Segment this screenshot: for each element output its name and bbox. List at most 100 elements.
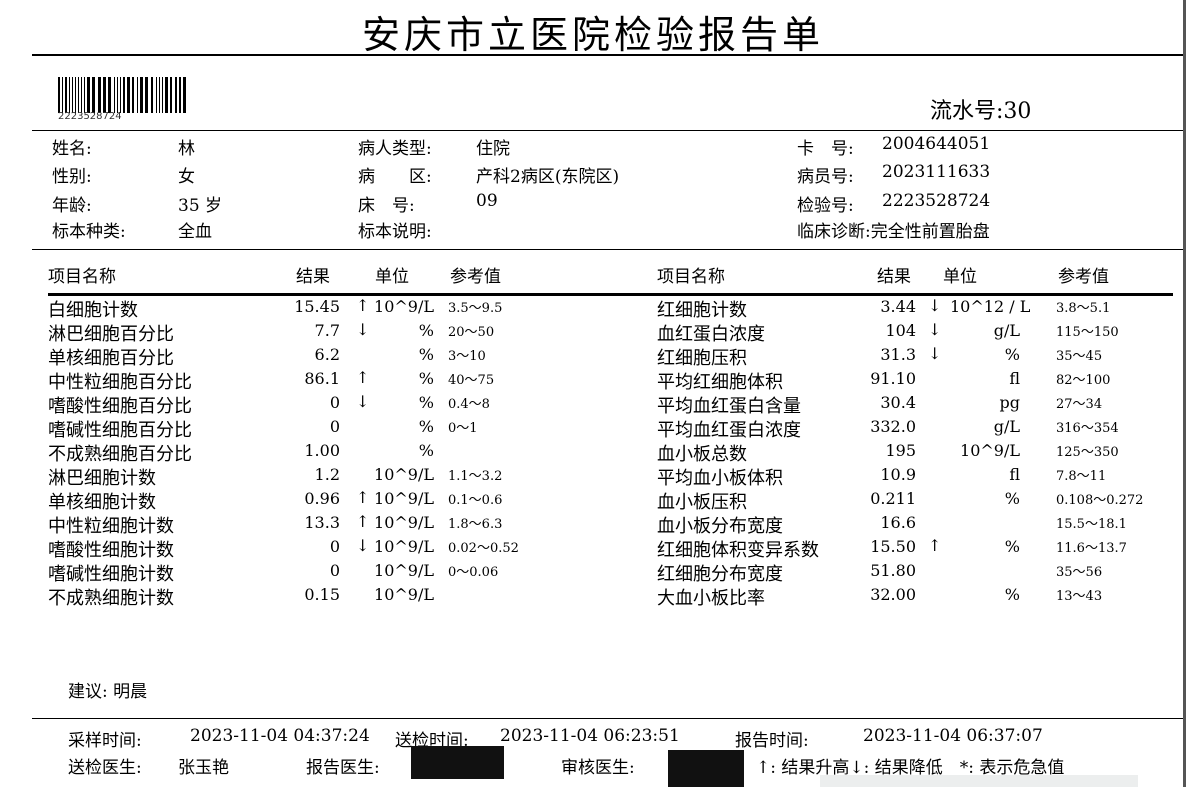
inpatient-label: 病员号: (797, 167, 854, 187)
send-time: 2023-11-04 06:23:51 (500, 726, 680, 746)
test-reference: 20～50 (448, 325, 495, 340)
barcode-number: 2223528724 (58, 111, 122, 122)
test-name: 红细胞分布宽度 (657, 564, 783, 585)
test-reference: 0～1 (448, 421, 478, 436)
barcode-bar (58, 77, 60, 113)
test-unit: fl (1009, 465, 1020, 484)
patient-type-value: 住院 (476, 139, 510, 159)
review-doctor-label: 审核医生: (561, 758, 635, 778)
ward-value: 产科2病区(东院区) (476, 167, 620, 187)
serial-value: 30 (1003, 99, 1032, 124)
test-result: 1.00 (304, 441, 340, 460)
test-name: 嗜碱性细胞百分比 (48, 420, 192, 441)
test-name: 中性粒细胞计数 (48, 516, 174, 537)
result-flag: ↓ (356, 320, 370, 339)
test-result: 32.00 (870, 585, 916, 604)
test-unit: 10^9/L (374, 513, 434, 532)
page-edge (1183, 0, 1186, 787)
test-reference: 7.8～11 (1056, 469, 1107, 484)
diagnosis-value: 完全性前置胎盘 (870, 222, 990, 242)
test-result: 13.3 (304, 513, 340, 532)
report-doctor-signature (411, 746, 504, 779)
test-result: 0 (329, 537, 340, 556)
name-label: 姓名: (52, 139, 92, 159)
test-reference: 1.8～6.3 (448, 517, 503, 532)
bed-label: 床 号: (358, 196, 415, 216)
report-time-label: 报告时间: (735, 731, 809, 751)
send-doctor-label: 送检医生: (68, 758, 142, 778)
result-flag: ↑ (356, 488, 370, 507)
test-result: 7.7 (314, 321, 340, 340)
test-reference: 13～43 (1056, 589, 1103, 604)
test-reference: 27～34 (1056, 397, 1103, 412)
header-unit: 单位 (943, 267, 977, 287)
test-name: 红细胞压积 (657, 348, 747, 369)
advice: 建议: 明晨 (68, 682, 148, 702)
test-unit: g/L (993, 321, 1020, 340)
serial-number: 流水号:30 (930, 93, 1031, 125)
test-reference: 316～354 (1056, 421, 1119, 436)
barcode-bar (170, 77, 172, 113)
test-result: 30.4 (880, 393, 916, 412)
test-name: 淋巴细胞计数 (48, 468, 156, 489)
test-reference: 1.1～3.2 (448, 469, 503, 484)
test-name: 嗜碱性细胞计数 (48, 564, 174, 585)
test-name: 平均血小板体积 (657, 468, 783, 489)
test-result: 15.50 (870, 537, 916, 556)
barcode-bar (114, 77, 115, 113)
test-result: 6.2 (314, 345, 340, 364)
test-reference: 0.02～0.52 (448, 541, 519, 556)
barcode-bar (127, 77, 130, 113)
test-result: 104 (885, 321, 916, 340)
test-unit: 10^9/L (960, 441, 1020, 460)
report-doctor-label: 报告医生: (306, 758, 380, 778)
test-result: 16.6 (880, 513, 916, 532)
result-flag: ↓ (356, 536, 370, 555)
barcode-bar (87, 77, 90, 113)
barcode-bar (98, 77, 101, 113)
result-flag: ↓ (356, 392, 370, 411)
serial-label: 流水号: (930, 99, 1004, 124)
barcode-bar (103, 77, 106, 113)
test-reference: 11.6～13.7 (1056, 541, 1127, 556)
test-reference: 3.5～9.5 (448, 301, 503, 316)
result-flag: ↑ (356, 296, 370, 315)
header-unit: 单位 (375, 267, 409, 287)
sex-label: 性别: (52, 167, 92, 187)
test-result: 1.2 (314, 465, 340, 484)
header-ref: 参考值 (1058, 267, 1109, 287)
barcode-bar (62, 77, 63, 113)
test-unit: % (1004, 537, 1020, 556)
test-unit: 10^9/L (374, 297, 434, 316)
test-name: 血红蛋白浓度 (657, 324, 765, 345)
barcode-bar (137, 77, 138, 113)
test-no-label: 检验号: (797, 196, 854, 216)
barcode-bar (162, 77, 163, 113)
test-result: 15.45 (294, 297, 340, 316)
test-name: 单核细胞百分比 (48, 348, 174, 369)
result-flag: ↓ (928, 320, 942, 339)
floating-toolbar[interactable] (820, 775, 1138, 787)
test-name: 平均血红蛋白浓度 (657, 420, 801, 441)
test-name: 淋巴细胞百分比 (48, 324, 174, 345)
test-reference: 15.5～18.1 (1056, 517, 1127, 532)
name-value: 林 (178, 139, 195, 159)
test-unit: 10^9/L (374, 537, 434, 556)
test-reference: 3.8～5.1 (1056, 301, 1111, 316)
result-flag: ↑ (928, 536, 942, 555)
test-reference: 115～150 (1056, 325, 1119, 340)
test-name: 单核细胞计数 (48, 492, 156, 513)
send-doctor: 张玉艳 (178, 758, 229, 778)
barcode-bar (159, 77, 160, 113)
sample-time: 2023-11-04 04:37:24 (190, 726, 370, 746)
test-result: 0.96 (304, 489, 340, 508)
barcode-bar (65, 77, 67, 113)
test-name: 大血小板比率 (657, 588, 765, 609)
barcode-bar (92, 77, 95, 113)
test-result: 0 (329, 561, 340, 580)
test-result: 51.80 (870, 561, 916, 580)
result-flag: ↓ (928, 344, 942, 363)
result-flag: ↑ (356, 512, 370, 531)
test-name: 中性粒细胞百分比 (48, 372, 192, 393)
test-unit: pg (999, 393, 1020, 412)
